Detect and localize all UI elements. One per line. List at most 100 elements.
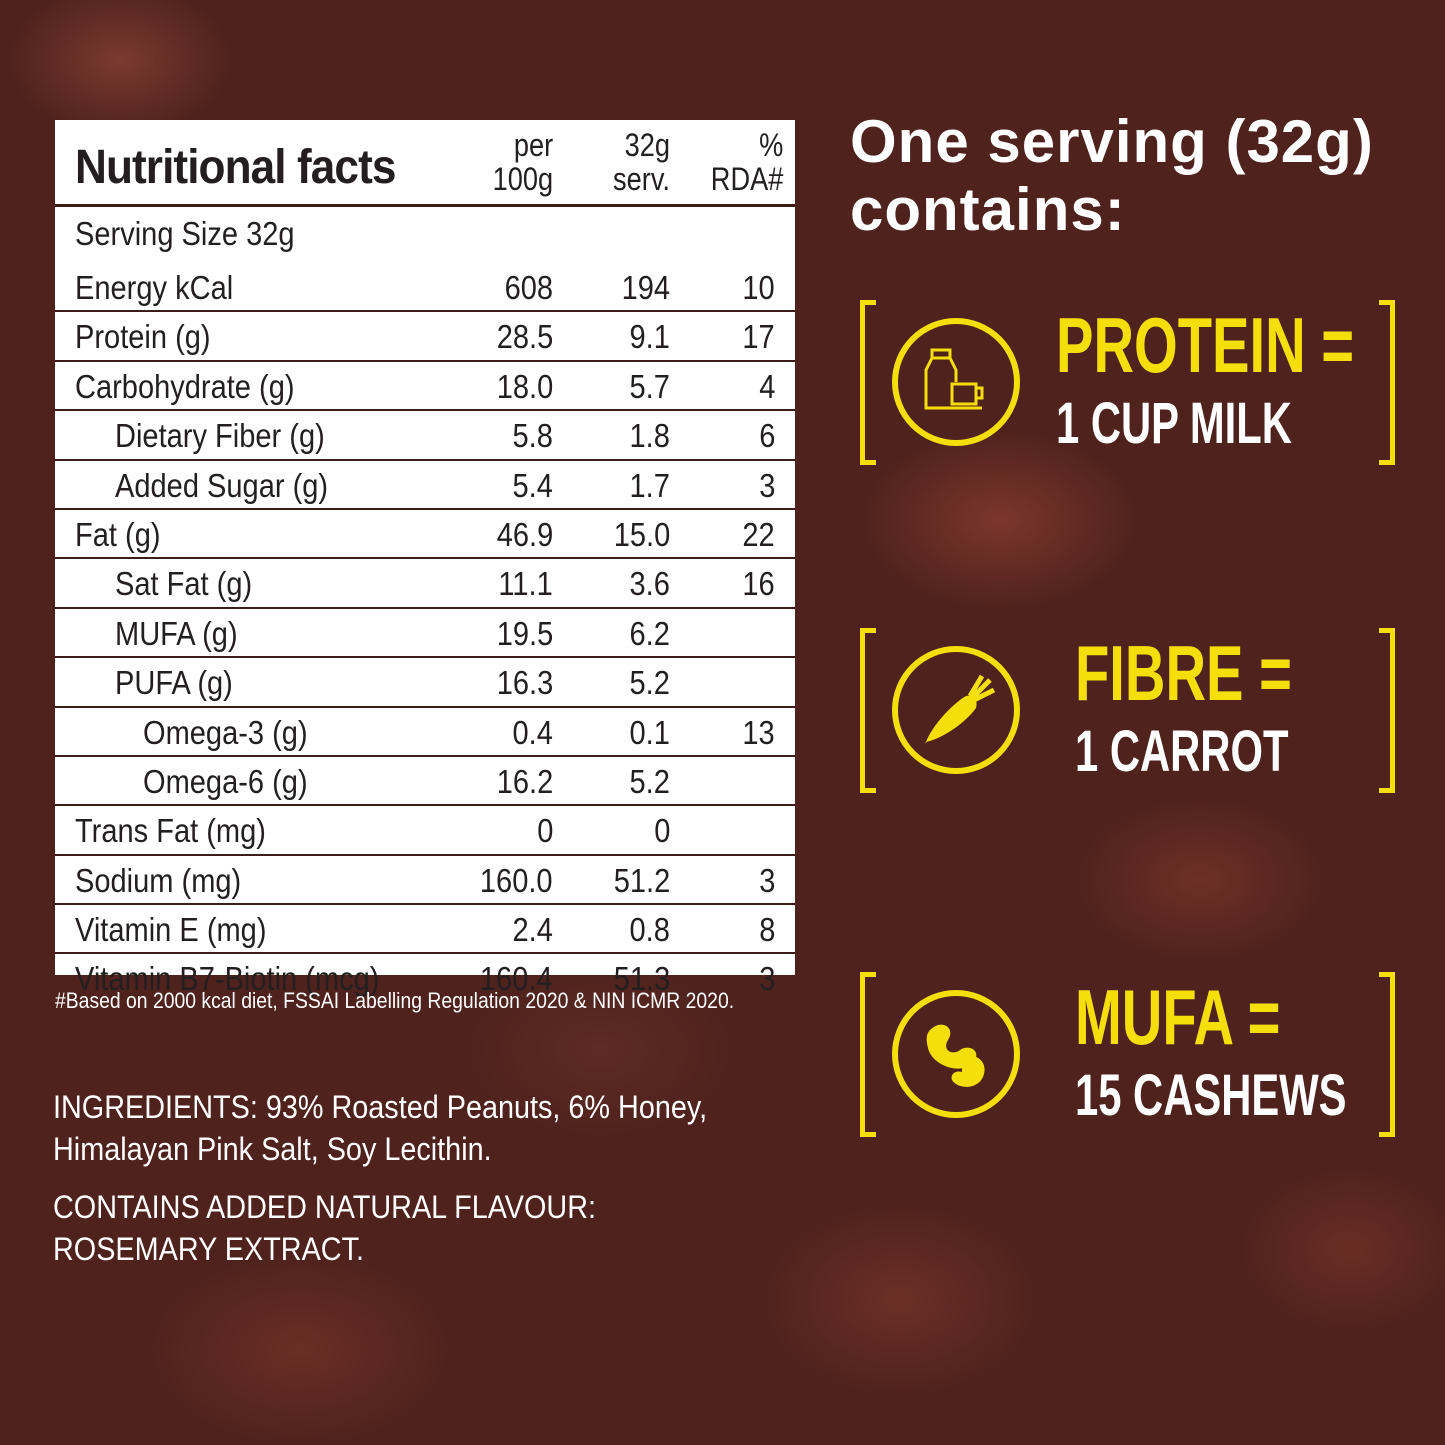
nutrient-label: Vitamin B7-Biotin (mcg) (75, 960, 380, 998)
value-per-serving: 0.1 (629, 713, 670, 751)
right-bracket (1379, 300, 1395, 465)
table-row: Energy kCal 608 194 10 (55, 263, 795, 313)
value-per-serving: 3.6 (629, 565, 670, 603)
value-per-100g: 5.8 (512, 417, 553, 455)
comparison-card: MUFA = 15 CASHEWS (860, 972, 1395, 1137)
left-bracket (860, 972, 876, 1137)
value-per-100g: 160.4 (480, 960, 553, 998)
table-row: Fat (g) 46.9 15.0 22 (55, 510, 795, 560)
value-per-serving: 51.3 (613, 960, 670, 998)
value-rda: 17 (742, 318, 775, 356)
value-per-serving: 5.2 (629, 664, 670, 702)
value-per-100g: 160.0 (480, 861, 553, 899)
value-rda: 4 (758, 367, 775, 405)
value-per-100g: 16.2 (496, 762, 553, 800)
ingredients: INGREDIENTS: 93% Roasted Peanuts, 6% Hon… (53, 1089, 708, 1167)
value-per-serving: 9.1 (629, 318, 670, 356)
cashew-icon (892, 990, 1020, 1118)
value-per-serving: 5.7 (629, 367, 670, 405)
nutrient-label: Fat (g) (75, 515, 161, 553)
value-per-100g: 16.3 (496, 664, 553, 702)
value-per-serving: 6.2 (629, 614, 670, 652)
headline: One serving (32g) contains: (850, 108, 1374, 243)
comparison-title: PROTEIN = (1056, 301, 1355, 389)
nutrient-label: Omega-6 (g) (143, 762, 308, 800)
comparison-equivalent: 15 CASHEWS (1075, 1063, 1347, 1128)
value-per-serving: 5.2 (629, 762, 670, 800)
table-row: Carbohydrate (g) 18.0 5.7 4 (55, 362, 795, 412)
value-rda: 10 (742, 269, 775, 306)
table-row: Added Sugar (g) 5.4 1.7 3 (55, 461, 795, 510)
nutrition-table: Nutritional facts per 100g 32g serv. % RDA#… (55, 120, 795, 997)
value-per-100g: 608 (504, 269, 553, 306)
value-per-serving: 1.7 (629, 466, 670, 504)
table-row: Sat Fat (g) 11.1 3.6 16 (55, 559, 795, 609)
table-header: Nutritional facts per 100g 32g serv. % RDA# (55, 120, 795, 207)
table-row: Vitamin E (mg) 2.4 0.8 8 (55, 905, 795, 955)
table-title: Nutritional facts (75, 141, 396, 194)
table-row: Vitamin B7-Biotin (mcg) 160.4 51.3 3 (55, 954, 795, 1001)
value-rda: 6 (758, 417, 775, 455)
value-per-100g: 28.5 (496, 318, 553, 356)
nutrient-label: Dietary Fiber (g) (115, 417, 325, 455)
table-row: PUFA (g) 16.3 5.2 (55, 658, 795, 708)
serving-size: Serving Size 32g (75, 215, 295, 252)
col-per-serving: 32g serv. (613, 127, 670, 197)
value-per-100g: 46.9 (496, 515, 553, 553)
nutrient-label: PUFA (g) (115, 664, 233, 702)
value-per-100g: 0 (536, 812, 553, 850)
comparison-equivalent: 1 CUP MILK (1056, 391, 1292, 456)
value-rda: 3 (758, 466, 775, 504)
table-row: Protein (g) 28.5 9.1 17 (55, 312, 795, 362)
comparison-title: MUFA = (1075, 973, 1281, 1061)
value-rda: 3 (758, 960, 775, 998)
nutrient-label: Sodium (mg) (75, 861, 242, 899)
col-per-100g: per 100g (492, 127, 553, 197)
value-per-serving: 0.8 (629, 911, 670, 949)
value-rda: 16 (742, 565, 775, 603)
left-bracket (860, 628, 876, 793)
right-bracket (1379, 628, 1395, 793)
nutrient-label: Energy kCal (75, 269, 234, 306)
nutrient-label: Trans Fat (mg) (75, 812, 266, 850)
nutrient-label: Carbohydrate (g) (75, 367, 295, 405)
left-bracket (860, 300, 876, 465)
value-per-100g: 19.5 (496, 614, 553, 652)
value-rda: 8 (758, 911, 775, 949)
value-rda: 3 (758, 861, 775, 899)
nutrient-label: Sat Fat (g) (115, 565, 253, 603)
comparison-card: FIBRE = 1 CARROT (860, 628, 1395, 793)
col-rda: % RDA# (710, 127, 783, 197)
value-per-100g: 0.4 (512, 713, 553, 751)
flavour-note: CONTAINS ADDED NATURAL FLAVOUR: ROSEMARY … (53, 1189, 597, 1267)
carrot-icon (892, 646, 1020, 774)
value-per-100g: 5.4 (512, 466, 553, 504)
value-per-100g: 11.1 (498, 565, 553, 603)
value-per-serving: 1.8 (629, 417, 670, 455)
table-row: Sodium (mg) 160.0 51.2 3 (55, 856, 795, 906)
table-row: Omega-6 (g) 16.2 5.2 (55, 757, 795, 807)
nutrient-label: Omega-3 (g) (143, 713, 308, 751)
value-per-serving: 15.0 (613, 515, 670, 553)
comparison-title: FIBRE = (1075, 629, 1292, 717)
table-row: Trans Fat (mg) 0 0 (55, 806, 795, 856)
comparison-card: PROTEIN = 1 CUP MILK (860, 300, 1395, 465)
comparison-equivalent: 1 CARROT (1075, 719, 1289, 784)
milk-icon (892, 318, 1020, 446)
value-per-100g: 18.0 (496, 367, 553, 405)
value-per-serving: 194 (621, 269, 670, 306)
table-row: Omega-3 (g) 0.4 0.1 13 (55, 708, 795, 757)
table-row: Dietary Fiber (g) 5.8 1.8 6 (55, 411, 795, 461)
value-rda: 13 (742, 713, 775, 751)
footnote: #Based on 2000 kcal diet, FSSAI Labellin… (55, 988, 735, 1013)
nutrient-label: Protein (g) (75, 318, 211, 356)
value-per-100g: 2.4 (512, 911, 553, 949)
value-per-serving: 0 (653, 812, 670, 850)
nutrient-label: Added Sugar (g) (115, 466, 329, 504)
value-per-serving: 51.2 (613, 861, 670, 899)
nutrient-label: Vitamin E (mg) (75, 911, 267, 949)
table-row: MUFA (g) 19.5 6.2 (55, 609, 795, 659)
value-rda: 22 (742, 515, 775, 553)
right-bracket (1379, 972, 1395, 1137)
nutrient-label: MUFA (g) (115, 614, 238, 652)
